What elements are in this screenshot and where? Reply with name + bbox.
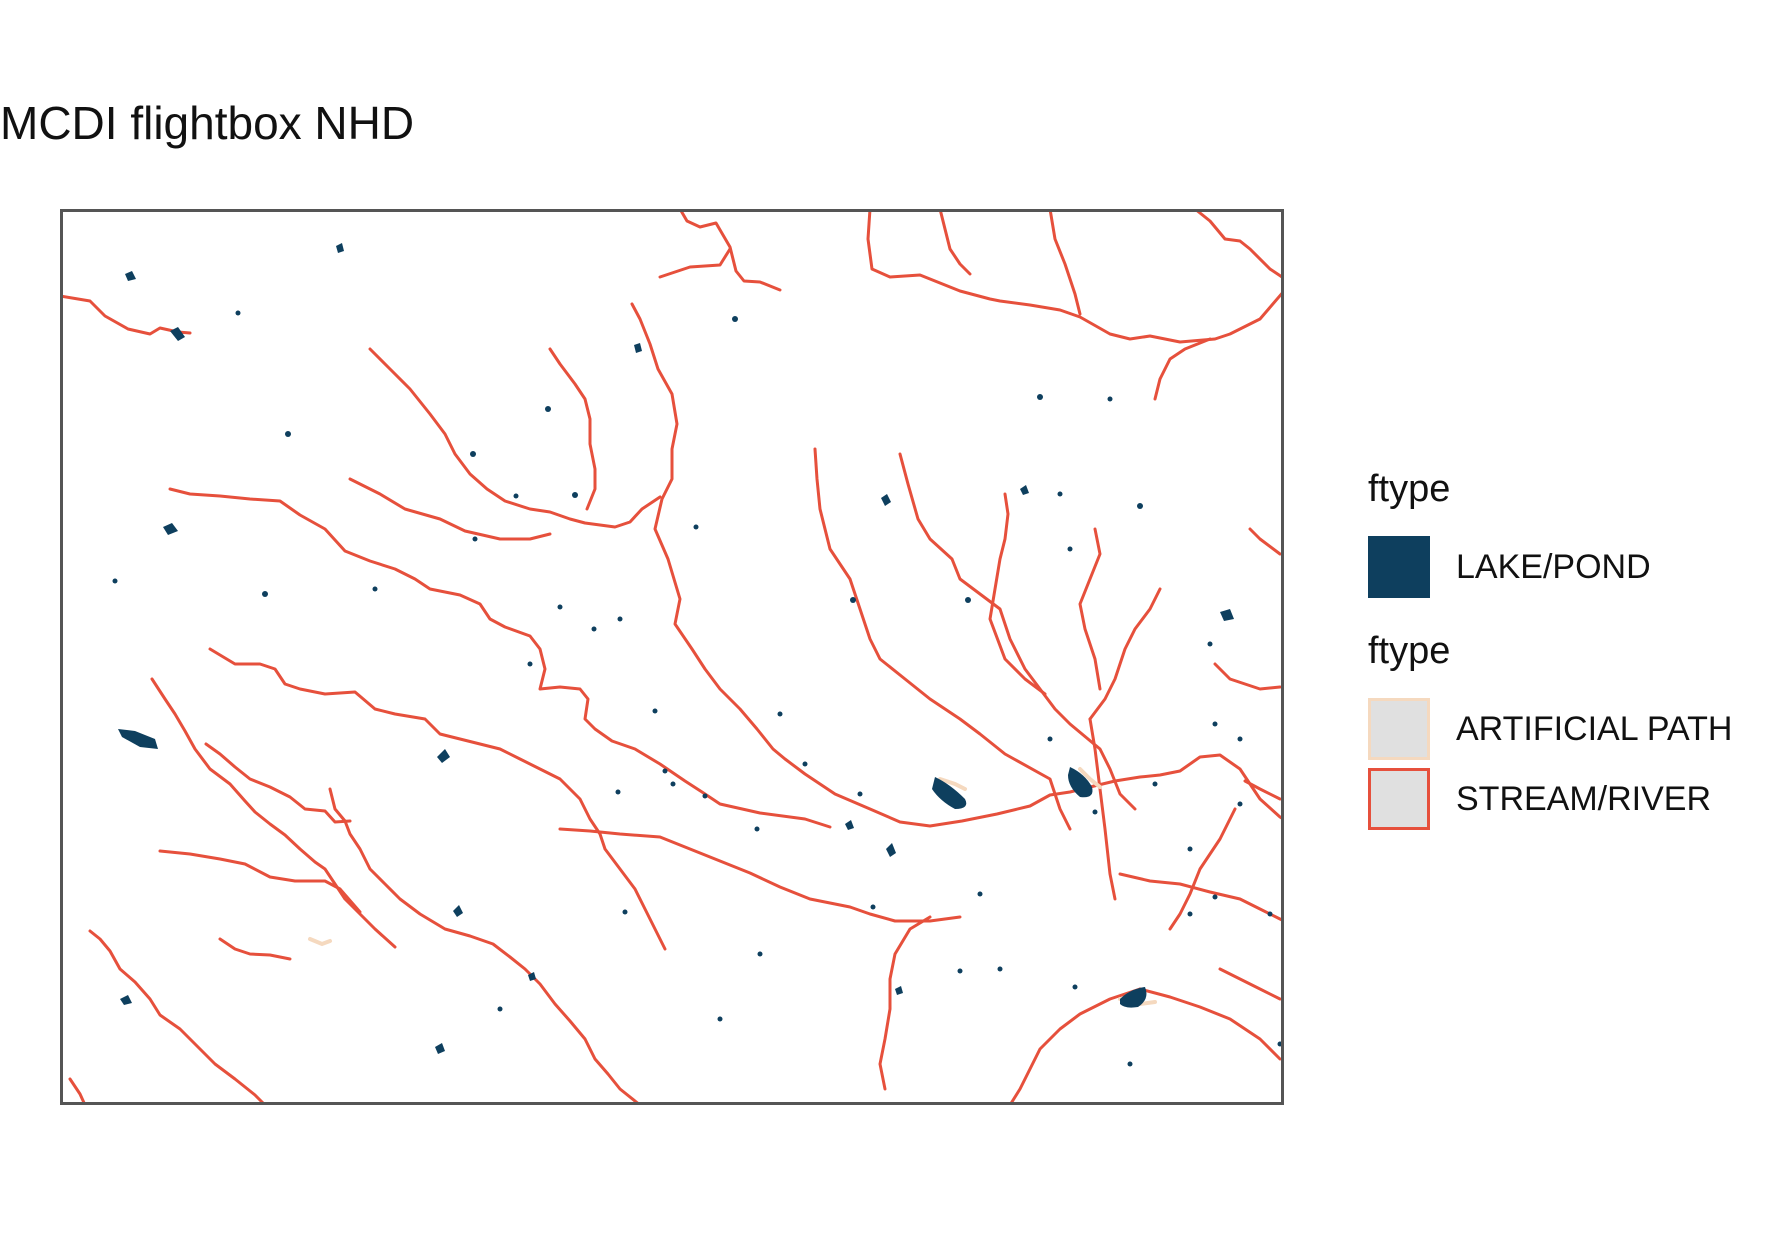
lake-pond <box>125 271 136 281</box>
map-title: MCDI flightbox NHD <box>0 97 415 149</box>
stream-river <box>1008 987 1142 1105</box>
stream-river <box>60 294 192 336</box>
lake-pond <box>170 327 185 341</box>
stream-river <box>1243 779 1282 801</box>
legend-item-stream-river: STREAM/RIVER <box>1368 764 1768 834</box>
lake-pond <box>1120 987 1147 1008</box>
stream-river <box>1048 209 1082 316</box>
lake-pond <box>886 843 896 857</box>
stream-river <box>678 209 782 292</box>
stream-river <box>938 209 972 276</box>
stream-river <box>558 827 962 923</box>
lake-pond <box>336 243 344 253</box>
legend-swatch-stream-river <box>1368 768 1430 830</box>
legend-label-stream-river: STREAM/RIVER <box>1456 779 1712 818</box>
lake-pond <box>118 729 158 749</box>
lake-pond <box>1020 485 1029 495</box>
lake-pond <box>634 343 642 353</box>
stream-river <box>1118 872 1284 923</box>
lake-pond <box>1220 609 1234 621</box>
lake-pond <box>435 1043 445 1054</box>
stream-river <box>1213 662 1282 691</box>
stream-river <box>208 647 667 951</box>
artificial-path <box>938 777 967 791</box>
stream-river <box>630 302 1284 828</box>
legend-item-artificial-path: ARTIFICIAL PATH <box>1368 694 1768 764</box>
stream-river <box>1078 527 1102 691</box>
stream-river <box>658 247 732 279</box>
lake-pond <box>932 777 967 809</box>
artificial-path <box>308 937 332 947</box>
map-canvas <box>60 209 1284 1105</box>
lake-pond <box>1068 767 1093 798</box>
stream-river <box>1153 337 1212 401</box>
legend: ftype LAKE/POND ftype ARTIFICIAL PATH ST… <box>1368 470 1768 834</box>
stream-river <box>88 929 267 1105</box>
lake-pond <box>881 494 891 506</box>
stream-river <box>1088 587 1162 721</box>
map-border <box>60 209 1284 1105</box>
stream-river <box>328 787 642 1105</box>
stream-river <box>548 347 597 511</box>
stream-river <box>866 209 1284 344</box>
lake-pond <box>453 905 463 917</box>
map-panel <box>60 209 1284 1105</box>
lake-pond <box>437 749 450 763</box>
lake-pond <box>895 986 903 995</box>
stream-river <box>218 937 292 961</box>
lakes-ponds <box>118 243 1234 1054</box>
legend-title-fill: ftype <box>1368 468 1451 510</box>
legend-label-lake-pond: LAKE/POND <box>1456 547 1651 586</box>
stream-river <box>168 487 832 829</box>
stream-river <box>878 915 932 1091</box>
lake-pond <box>528 972 536 981</box>
legend-label-artificial-path: ARTIFICIAL PATH <box>1456 709 1733 748</box>
lake-pond <box>120 995 132 1005</box>
stream-river <box>150 677 397 949</box>
stream-river <box>204 742 352 824</box>
stream-river <box>898 452 1137 811</box>
legend-title-line: ftype <box>1368 630 1451 672</box>
legend-swatch-lake-pond <box>1368 536 1430 598</box>
stream-river <box>368 347 662 529</box>
small-ponds <box>112 310 1283 1067</box>
legend-swatch-artificial-path <box>1368 698 1430 760</box>
stream-river <box>1088 717 1117 901</box>
legend-item-lake-pond: LAKE/POND <box>1368 532 1768 602</box>
stream-river <box>158 849 362 914</box>
artificial-path <box>1078 767 1102 789</box>
stream-river <box>1168 807 1237 931</box>
lake-pond <box>845 820 854 830</box>
artificial-paths <box>308 767 1157 1007</box>
stream-river <box>1138 987 1282 1061</box>
stream-river <box>68 1077 87 1105</box>
stream-river <box>1193 209 1284 281</box>
stream-river <box>348 477 552 541</box>
stream-river <box>1248 527 1282 556</box>
stream-river <box>988 492 1047 696</box>
stream-river <box>1218 967 1282 1001</box>
stream-river <box>813 447 1072 831</box>
lake-pond <box>163 523 178 535</box>
stream-network <box>60 209 1284 1105</box>
